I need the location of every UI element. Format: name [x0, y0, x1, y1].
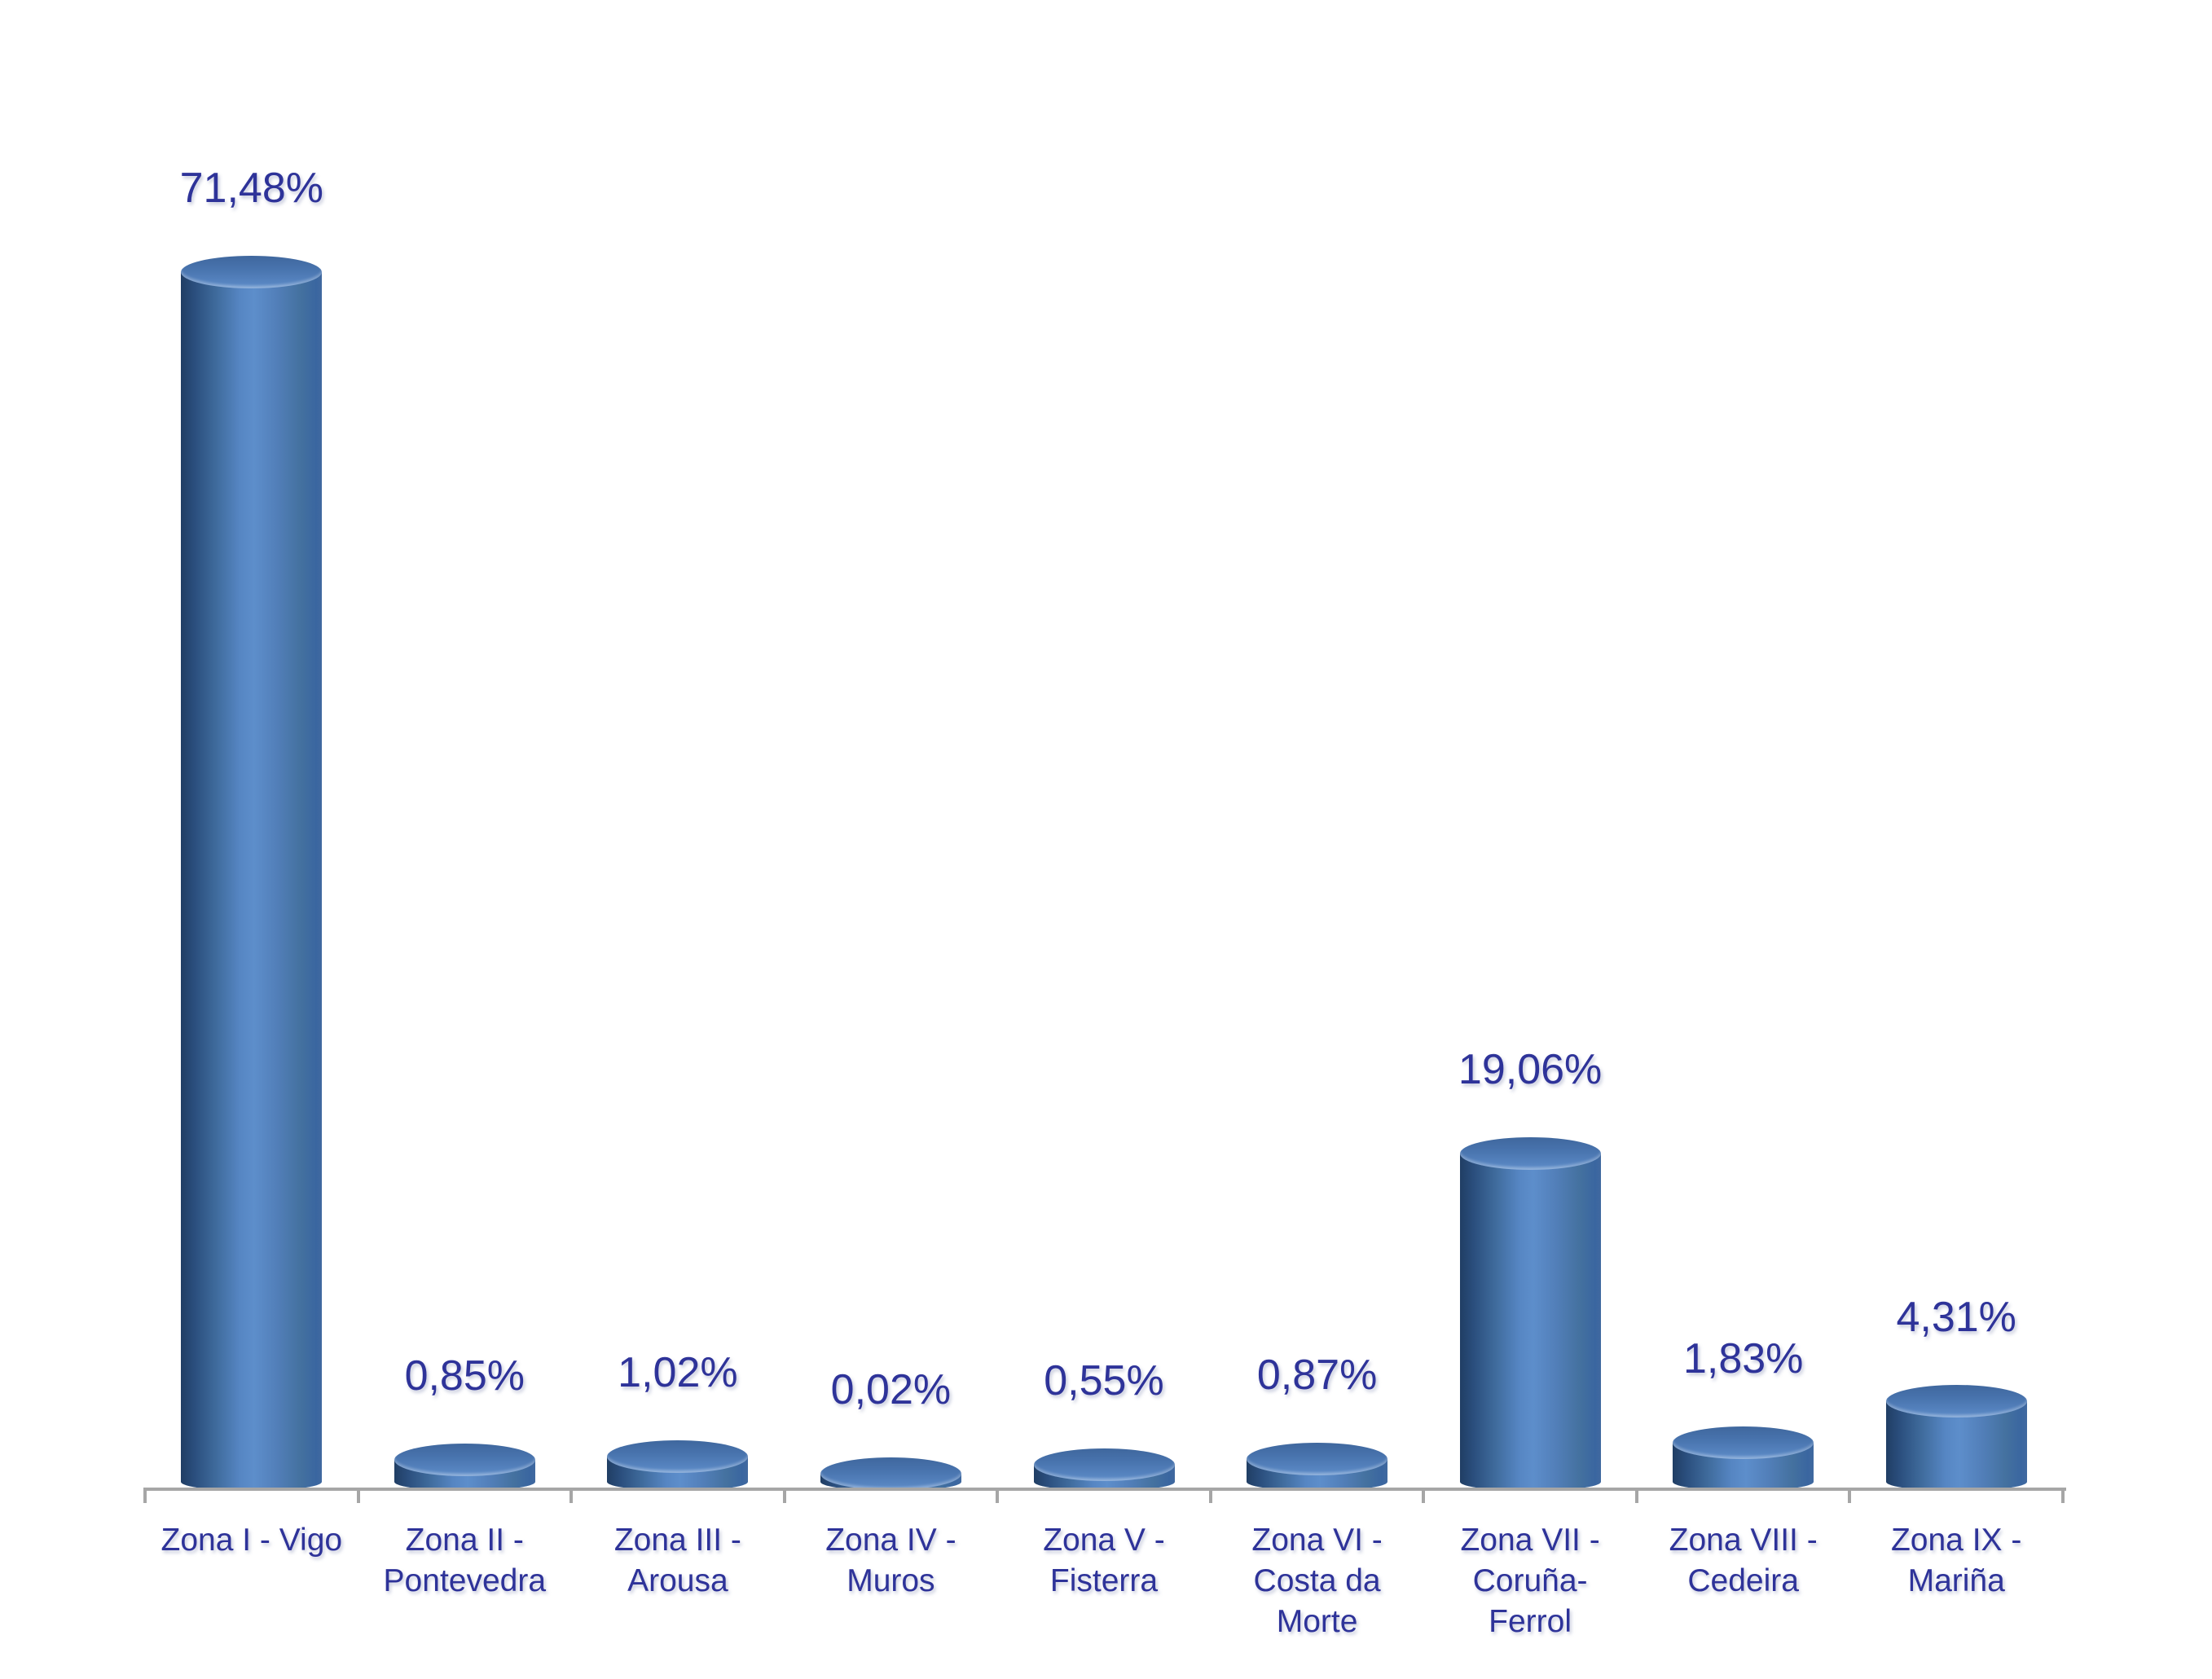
- cylinder-top-face: [1033, 1448, 1175, 1481]
- cylinder-top-face: [1459, 1136, 1601, 1170]
- bar-cylinder: [820, 1457, 961, 1491]
- axis-tick: [1848, 1488, 1852, 1503]
- bar-cylinder: [1459, 1136, 1601, 1491]
- value-label: 1,83%: [1682, 1335, 1804, 1383]
- category-label: Zona III - Arousa: [613, 1523, 741, 1598]
- category-axis-line: [143, 1488, 2066, 1491]
- category-label: Zona VII - Coruña- Ferrol: [1460, 1523, 1600, 1639]
- axis-tick: [782, 1488, 786, 1503]
- cylinder-top-face: [394, 1443, 535, 1476]
- bar-cylinder: [1673, 1426, 1814, 1491]
- bar-cylinder: [1033, 1448, 1175, 1491]
- axis-tick: [1208, 1488, 1212, 1503]
- value-label: 0,55%: [1044, 1356, 1164, 1404]
- category-label: Zona I - Vigo: [161, 1523, 343, 1558]
- category-label: Zona VIII - Cedeira: [1669, 1523, 1818, 1598]
- axis-tick: [1634, 1488, 1638, 1503]
- cylinder-side: [1459, 1153, 1601, 1482]
- axis-tick: [1422, 1488, 1426, 1503]
- axis-tick: [2061, 1488, 2065, 1503]
- cylinder-top-face: [181, 255, 323, 288]
- axis-tick: [996, 1488, 1000, 1503]
- value-label: 1,02%: [618, 1348, 738, 1396]
- bar-cylinder: [1885, 1385, 2027, 1491]
- value-label: 71,48%: [179, 164, 323, 212]
- axis-tick: [356, 1488, 360, 1503]
- value-label: 4,31%: [1896, 1294, 2016, 1341]
- bar-cylinder: [181, 255, 323, 1491]
- value-label: 0,85%: [404, 1352, 526, 1400]
- category-label: Zona V - Fisterra: [1043, 1523, 1165, 1598]
- value-label: 0,87%: [1256, 1352, 1378, 1399]
- cylinder-top-face: [1247, 1443, 1388, 1475]
- cylinder-top-face: [820, 1457, 961, 1490]
- bar-cylinder: [1247, 1443, 1388, 1491]
- category-label: Zona II - Pontevedra: [383, 1523, 547, 1598]
- category-label: Zona VI - Costa da Morte: [1251, 1523, 1383, 1639]
- cylinder-top-face: [1673, 1426, 1814, 1460]
- value-label: 19,06%: [1458, 1045, 1603, 1093]
- cylinder-side: [181, 271, 323, 1482]
- category-label: Zona IV - Muros: [825, 1523, 956, 1598]
- cylinder-top-face: [607, 1439, 749, 1473]
- axis-tick: [569, 1488, 574, 1503]
- category-label: Zona IX - Mariña: [1890, 1523, 2022, 1598]
- value-label: 0,02%: [830, 1365, 952, 1413]
- cylinder-top-face: [1885, 1385, 2027, 1417]
- axis-tick: [143, 1488, 147, 1503]
- bar-cylinder: [394, 1443, 535, 1491]
- bar-cylinder: [607, 1439, 749, 1491]
